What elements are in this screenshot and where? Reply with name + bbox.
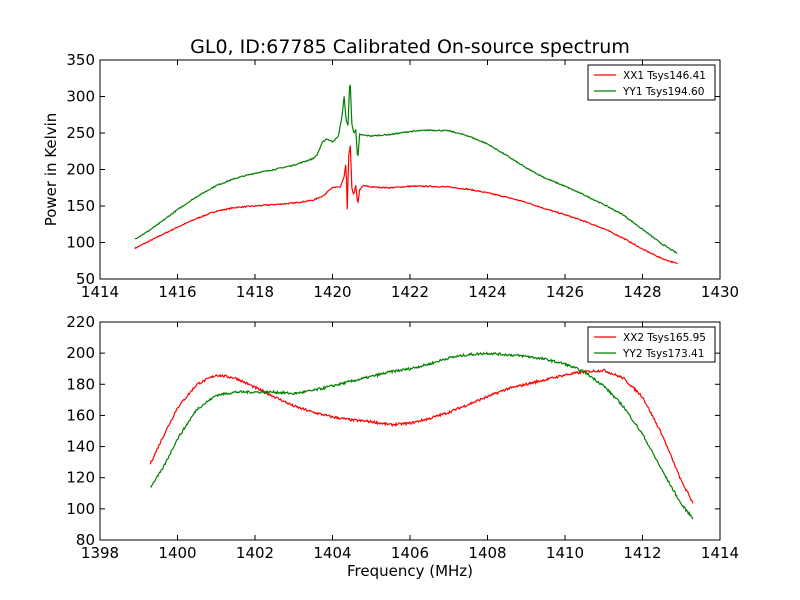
y-tick-label: 220: [66, 313, 95, 331]
bottom-plot-frame: [99, 321, 721, 541]
x-tick-label: 1426: [546, 283, 584, 301]
bottom-chart: 1398 1400 1402 1404 1406 1408 1410 1412 1414 80 10…: [66, 313, 739, 580]
bottom-legend-box: [587, 326, 716, 363]
y-tick-label: 140: [66, 438, 95, 456]
x-tick-label: 1422: [391, 283, 429, 301]
x-tick-label: 1404: [313, 544, 351, 562]
bottom-series-line-1: [149, 368, 694, 504]
y-tick-label: 350: [66, 51, 95, 69]
figure-title: GL0, ID:67785 Calibrated On-source spect…: [190, 36, 630, 58]
x-tick-label: 1424: [468, 283, 506, 301]
top-plot-frame: [99, 59, 721, 280]
x-tick-label: 1410: [546, 544, 584, 562]
y-tick-label: 100: [66, 234, 95, 252]
bottom-x-axis-label: Frequency (MHz): [347, 562, 473, 580]
top-series-line-2: [134, 84, 678, 254]
x-tick-label: 1418: [236, 283, 274, 301]
y-tick-label: 250: [66, 124, 95, 142]
x-tick-label: 1416: [158, 283, 196, 301]
y-tick-label: 180: [66, 375, 95, 393]
top-y-axis-label: Power in Kelvin: [42, 113, 60, 227]
y-tick-label: 100: [66, 500, 95, 518]
y-tick-label: 50: [76, 270, 95, 288]
y-tick-label: 200: [66, 161, 95, 179]
x-tick-label: 1430: [701, 283, 739, 301]
y-tick-label: 150: [66, 197, 95, 215]
top-series-layer: [134, 84, 678, 265]
x-tick-label: 1406: [391, 544, 429, 562]
top-legend-box: [587, 64, 716, 101]
x-tick-label: 1414: [701, 544, 739, 562]
x-tick-label: 1400: [158, 544, 196, 562]
top-legend-label-yy1: YY1 Tsys194.60: [622, 86, 704, 98]
bottom-series-layer: [149, 351, 694, 520]
bottom-legend-label-yy2: YY2 Tsys173.41: [622, 348, 704, 360]
y-tick-label: 200: [66, 344, 95, 362]
y-tick-label: 120: [66, 469, 95, 487]
y-tick-label: 80: [76, 531, 95, 549]
x-tick-label: 1420: [313, 283, 351, 301]
bottom-legend-label-xx2: XX2 Tsys165.95: [623, 332, 706, 344]
y-tick-label: 300: [66, 88, 95, 106]
x-tick-label: 1398: [81, 544, 119, 562]
x-tick-label: 1412: [623, 544, 661, 562]
top-chart: 1414 1416 1418 1420 1422 1424 1426 1428 1430 50 10…: [42, 51, 739, 301]
bottom-legend: XX2 Tsys165.95 YY2 Tsys173.41: [587, 326, 716, 363]
top-legend-label-xx1: XX1 Tsys146.41: [623, 70, 706, 82]
x-tick-label: 1414: [81, 283, 119, 301]
top-legend: XX1 Tsys146.41 YY1 Tsys194.60: [587, 64, 716, 101]
top-tick-layer: 1414 1416 1418 1420 1422 1424 1426 1428 1430 50 10…: [66, 51, 739, 301]
top-series-line-1: [134, 145, 678, 265]
y-tick-label: 160: [66, 406, 95, 424]
x-tick-label: 1408: [468, 544, 506, 562]
x-tick-label: 1428: [623, 283, 661, 301]
bottom-series-line-2: [150, 351, 694, 520]
x-tick-label: 1402: [236, 544, 274, 562]
